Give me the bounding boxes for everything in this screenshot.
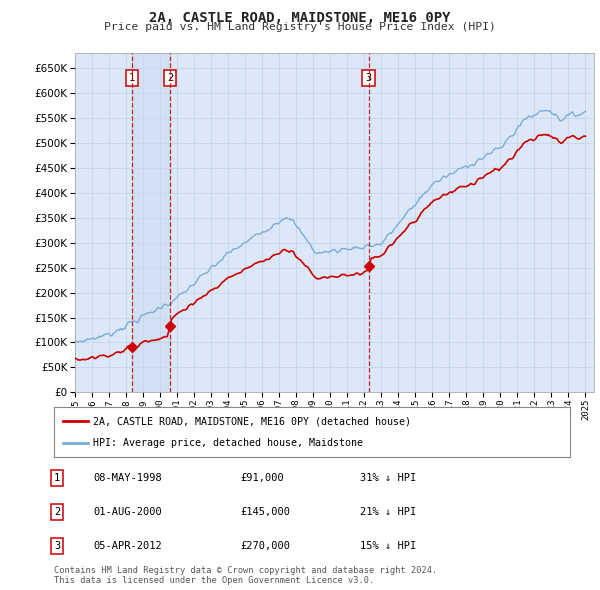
Bar: [132, 53, 170, 392]
Text: £145,000: £145,000: [240, 507, 290, 517]
Text: 08-MAY-1998: 08-MAY-1998: [93, 473, 162, 483]
Text: 31% ↓ HPI: 31% ↓ HPI: [360, 473, 416, 483]
Text: Contains HM Land Registry data © Crown copyright and database right 2024.
This d: Contains HM Land Registry data © Crown c…: [54, 566, 437, 585]
Text: 15% ↓ HPI: 15% ↓ HPI: [360, 542, 416, 551]
Text: 3: 3: [365, 73, 371, 83]
Text: 01-AUG-2000: 01-AUG-2000: [93, 507, 162, 517]
Text: 2A, CASTLE ROAD, MAIDSTONE, ME16 0PY (detached house): 2A, CASTLE ROAD, MAIDSTONE, ME16 0PY (de…: [92, 416, 410, 426]
Text: £91,000: £91,000: [240, 473, 284, 483]
Text: Price paid vs. HM Land Registry's House Price Index (HPI): Price paid vs. HM Land Registry's House …: [104, 22, 496, 32]
Text: 2A, CASTLE ROAD, MAIDSTONE, ME16 0PY: 2A, CASTLE ROAD, MAIDSTONE, ME16 0PY: [149, 11, 451, 25]
Text: 05-APR-2012: 05-APR-2012: [93, 542, 162, 551]
Text: £270,000: £270,000: [240, 542, 290, 551]
Text: 3: 3: [54, 542, 60, 551]
Text: 21% ↓ HPI: 21% ↓ HPI: [360, 507, 416, 517]
Text: 1: 1: [54, 473, 60, 483]
Text: 1: 1: [129, 73, 136, 83]
Text: 2: 2: [54, 507, 60, 517]
Text: 2: 2: [167, 73, 173, 83]
Text: HPI: Average price, detached house, Maidstone: HPI: Average price, detached house, Maid…: [92, 438, 362, 448]
